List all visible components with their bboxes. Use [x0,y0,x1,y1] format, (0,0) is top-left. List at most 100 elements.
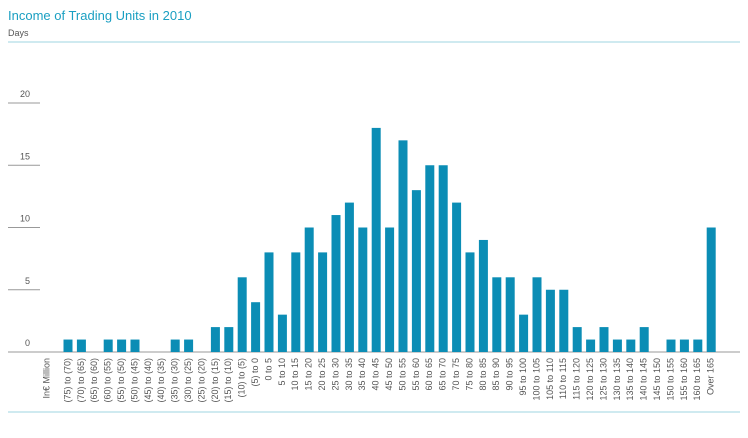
bar [666,339,676,352]
x-tick-label: (70) to (65) [76,358,86,403]
bar [103,339,113,352]
bar [224,327,234,352]
x-tick-label: 120 to 125 [585,358,595,401]
bar [438,165,448,352]
y-tick-label: 15 [20,151,30,161]
x-tick-label: 160 to 165 [692,358,702,401]
x-tick-label: (20) to (15) [210,358,220,403]
x-tick-label: (10) to (5) [237,358,247,398]
x-tick-label: (35) to (30) [170,358,180,403]
y-axis-label: Days [8,28,29,38]
x-tick-label: 130 to 135 [612,358,622,401]
x-tick-label: 110 to 115 [558,358,568,399]
bar [344,202,354,352]
bar [532,277,542,352]
x-tick-label: 150 to 155 [665,358,675,401]
y-tick-label: 5 [25,276,30,286]
x-tick-label: 35 to 40 [357,358,367,391]
x-tick-label: 20 to 25 [317,358,327,391]
bar [210,327,220,352]
x-tick-label: (25) to (20) [196,358,206,403]
y-tick-label: 0 [25,338,30,348]
x-tick-label: 40 to 45 [371,358,381,391]
bar [264,252,274,352]
bar [626,339,636,352]
bar [304,227,314,352]
x-tick-label: (5) to 0 [250,358,260,387]
x-tick-label: (30) to (25) [183,358,193,403]
bar [505,277,515,352]
bar [425,165,435,352]
bar [545,289,555,352]
y-tick-label: 20 [20,89,30,99]
bar [478,239,488,352]
bar [184,339,194,352]
x-tick-label: 15 to 20 [304,358,314,391]
y-tick-label: 10 [20,214,30,224]
bar [291,252,301,352]
bar [411,190,421,352]
x-tick-label: 155 to 160 [679,358,689,401]
x-tick-label: (75) to (70) [62,358,72,403]
x-tick-label: 45 to 50 [384,358,394,391]
bar [706,227,716,352]
bar [170,339,180,352]
x-tick-label: 95 to 100 [518,358,528,396]
x-tick-label: (55) to (50) [116,358,126,403]
x-tick-label: 5 to 10 [277,358,287,386]
x-tick-label: 105 to 110 [545,358,555,400]
bar [76,339,86,352]
bar [452,202,462,352]
x-tick-label: (60) to (55) [103,358,113,403]
x-axis-label: In€ Million [41,358,51,399]
bar [130,339,140,352]
x-tick-label: 135 to 140 [625,358,635,401]
x-tick-label: (40) to (35) [156,358,166,403]
bar [693,339,703,352]
x-tick-label: 125 to 130 [598,358,608,401]
x-tick-label: 25 to 30 [330,358,340,391]
x-tick-label: Over 165 [706,358,716,395]
x-tick-label: 100 to 105 [531,358,541,401]
bar [679,339,689,352]
x-tick-label: (15) to (10) [223,358,233,403]
x-tick-label: 65 to 70 [438,358,448,391]
bar [385,227,395,352]
bar [599,327,609,352]
x-tick-label: 0 to 5 [263,358,273,381]
x-tick-label: 85 to 90 [491,358,501,391]
bar [318,252,328,352]
bar [237,277,247,352]
chart-title: Income of Trading Units in 2010 [8,8,192,23]
bar [117,339,127,352]
x-tick-label: 90 to 95 [505,358,515,391]
x-tick-label: 80 to 85 [478,358,488,391]
bar [492,277,502,352]
bar [639,327,649,352]
bar [331,215,341,352]
bar [572,327,582,352]
bar [251,302,261,352]
x-tick-label: 60 to 65 [424,358,434,391]
x-tick-label: 140 to 145 [639,358,649,401]
bar [63,339,73,352]
bar [277,314,287,352]
x-tick-label: 70 to 75 [451,358,461,391]
x-tick-label: 145 to 150 [652,358,662,401]
bar [586,339,596,352]
x-tick-label: 30 to 35 [344,358,354,391]
bar [358,227,368,352]
bar [398,140,408,352]
bar [612,339,622,352]
x-tick-label: 55 to 60 [411,358,421,391]
bar [559,289,569,352]
x-tick-label: (45) to (40) [143,358,153,403]
x-tick-label: (65) to (60) [89,358,99,403]
bar [519,314,529,352]
bar [371,127,381,353]
x-tick-label: 50 to 55 [397,358,407,391]
x-tick-label: (50) to (45) [129,358,139,403]
x-tick-label: 115 to 120 [572,358,582,400]
x-tick-label: 10 to 15 [290,358,300,391]
